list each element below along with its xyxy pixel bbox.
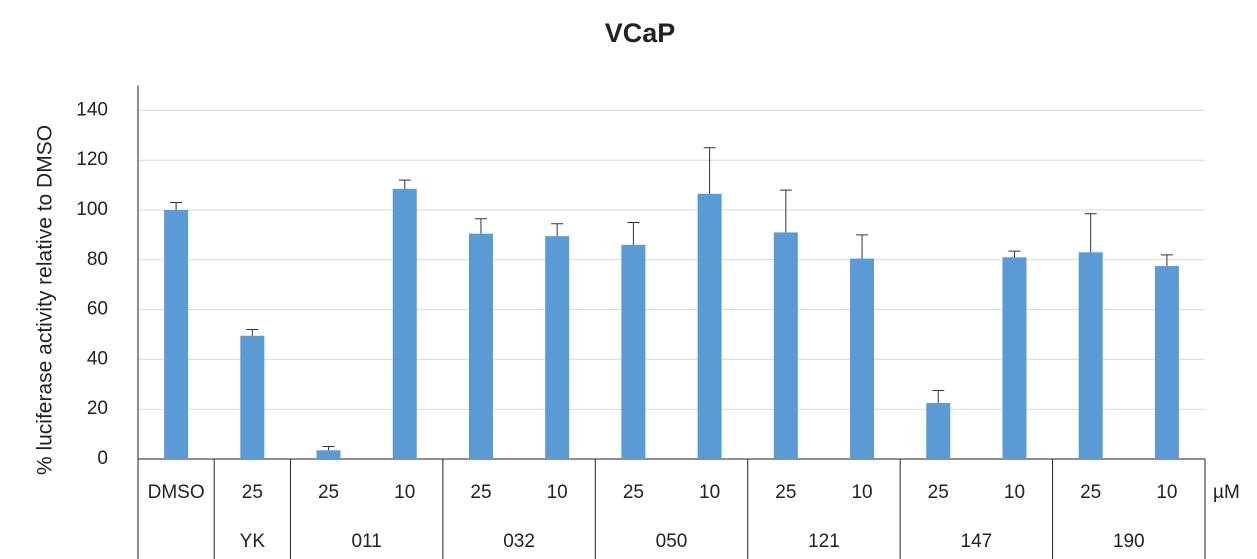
group-label: 011 xyxy=(351,531,381,552)
y-tick-label: 60 xyxy=(87,299,108,320)
x-tick-label: 25 xyxy=(1080,482,1101,503)
bar xyxy=(240,335,265,459)
bar xyxy=(164,210,189,459)
error-bar xyxy=(1160,254,1173,267)
x-tick-label: 25 xyxy=(928,482,949,503)
x-tick-label: 10 xyxy=(851,482,872,503)
bar xyxy=(850,258,875,459)
chart-title: VCaP xyxy=(605,18,676,48)
error-bar xyxy=(1084,213,1097,253)
bar xyxy=(773,232,798,459)
group-label: YK xyxy=(240,531,266,552)
bar xyxy=(316,450,341,459)
error-bar xyxy=(703,147,716,194)
bar xyxy=(392,188,417,459)
error-bar xyxy=(322,446,335,451)
error-bar xyxy=(551,223,564,237)
error-bar xyxy=(170,202,183,210)
bar xyxy=(926,402,951,459)
error-bar xyxy=(246,329,259,336)
y-tick-label: 120 xyxy=(76,149,108,170)
bar xyxy=(545,236,570,459)
y-tick-label: 80 xyxy=(87,249,108,270)
x-tick-label: 25 xyxy=(318,482,339,503)
x-tick-label: 10 xyxy=(699,482,720,503)
unit-label: µM xyxy=(1213,482,1240,503)
y-tick-label: 100 xyxy=(76,199,108,220)
y-tick-label: 0 xyxy=(97,448,108,469)
x-tick-label: DMSO xyxy=(148,482,205,503)
error-bar xyxy=(398,179,411,189)
group-label: 190 xyxy=(1113,531,1145,552)
x-tick-label: 25 xyxy=(470,482,491,503)
y-tick-label: 40 xyxy=(87,348,108,369)
bar xyxy=(697,193,722,459)
error-bar xyxy=(1008,250,1021,258)
x-tick-label: 10 xyxy=(394,482,415,503)
group-label: 121 xyxy=(808,531,840,552)
x-tick-label: 25 xyxy=(623,482,644,503)
x-tick-label: 25 xyxy=(242,482,263,503)
y-tick-label: 20 xyxy=(87,398,108,419)
error-bar xyxy=(474,218,487,234)
bar xyxy=(1002,257,1027,459)
error-bar xyxy=(932,390,945,403)
group-label: 147 xyxy=(961,531,993,552)
error-bar xyxy=(779,189,792,233)
y-tick-label: 140 xyxy=(76,99,108,120)
x-tick-label: 10 xyxy=(1004,482,1025,503)
y-axis-label: % luciferase activity relative to DMSO xyxy=(34,125,57,475)
bar xyxy=(1154,266,1179,459)
bar xyxy=(1078,252,1103,459)
bar xyxy=(621,244,646,459)
error-bar xyxy=(627,221,640,245)
error-bar xyxy=(856,234,869,259)
group-label: 032 xyxy=(503,531,535,552)
group-label: 050 xyxy=(656,531,688,552)
bar xyxy=(468,233,493,459)
x-tick-label: 10 xyxy=(547,482,568,503)
x-tick-label: 25 xyxy=(775,482,796,503)
x-tick-label: 10 xyxy=(1156,482,1177,503)
